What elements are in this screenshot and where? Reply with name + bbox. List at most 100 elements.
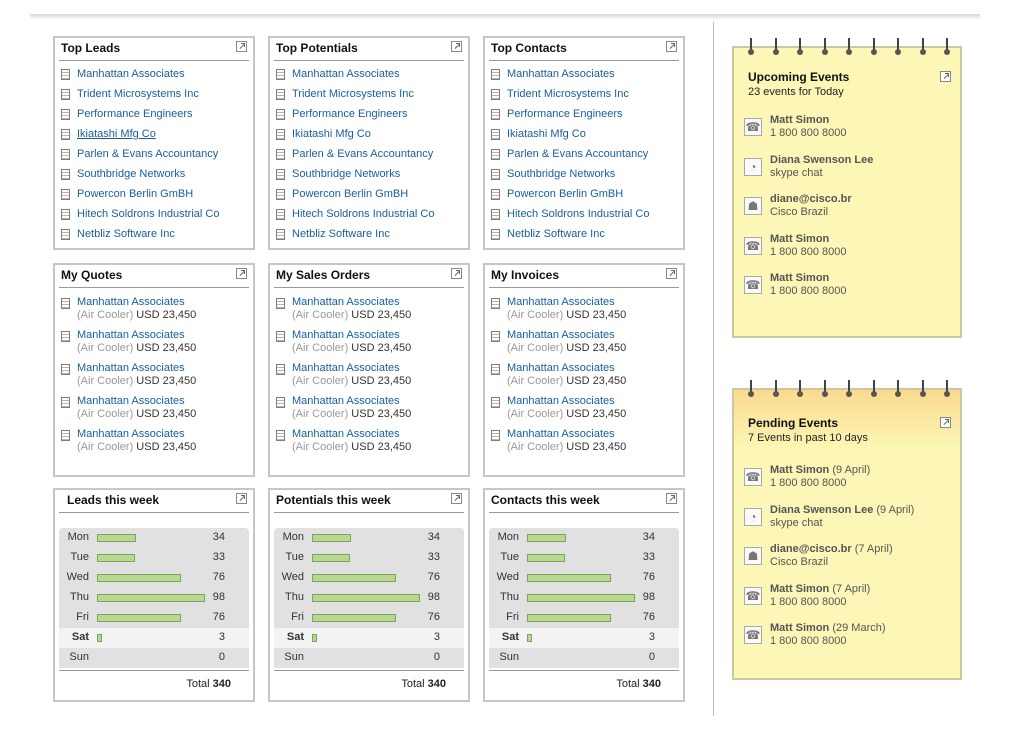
event-item[interactable]: ☎ Matt Simon (7 April) 1 800 800 8000 (744, 583, 954, 621)
record-link[interactable]: Ikiatashi Mfg Co (507, 128, 586, 140)
event-name[interactable]: Diana Swenson Lee (770, 154, 873, 166)
list-item[interactable]: Powercon Berlin GmBH (276, 186, 464, 206)
record-link[interactable]: Manhattan Associates (507, 362, 615, 374)
record-link[interactable]: Manhattan Associates (292, 362, 400, 374)
list-item[interactable]: Manhattan Associates (Air Cooler) USD 23,… (61, 361, 249, 394)
record-link[interactable]: Manhattan Associates (292, 68, 400, 80)
event-name[interactable]: Matt Simon (29 March) (770, 622, 886, 634)
list-item[interactable]: Parlen & Evans Accountancy (61, 146, 249, 166)
event-item[interactable]: ☎ Matt Simon 1 800 800 8000 (744, 233, 954, 271)
record-link[interactable]: Ikiatashi Mfg Co (77, 128, 156, 140)
record-link[interactable]: Netbliz Software Inc (507, 228, 605, 240)
list-item[interactable]: Netbliz Software Inc (61, 226, 249, 246)
record-link[interactable]: Manhattan Associates (292, 395, 400, 407)
event-item[interactable]: ◔ Diana Swenson Lee (9 April) skype chat (744, 504, 954, 542)
event-item[interactable]: ☎ Matt Simon 1 800 800 8000 (744, 272, 954, 310)
list-item[interactable]: Manhattan Associates (276, 66, 464, 86)
list-item[interactable]: Netbliz Software Inc (491, 226, 679, 246)
expand-icon[interactable] (236, 41, 247, 52)
list-item[interactable]: Trident Microsystems Inc (491, 86, 679, 106)
list-item[interactable]: Hitech Soldrons Industrial Co (491, 206, 679, 226)
record-link[interactable]: Hitech Soldrons Industrial Co (292, 208, 435, 220)
list-item[interactable]: Parlen & Evans Accountancy (491, 146, 679, 166)
record-link[interactable]: Performance Engineers (507, 108, 623, 120)
list-item[interactable]: Manhattan Associates (Air Cooler) USD 23,… (276, 427, 464, 460)
list-item[interactable]: Manhattan Associates (Air Cooler) USD 23,… (61, 394, 249, 427)
list-item[interactable]: Manhattan Associates (Air Cooler) USD 23,… (276, 394, 464, 427)
record-link[interactable]: Manhattan Associates (77, 329, 185, 341)
record-link[interactable]: Manhattan Associates (507, 428, 615, 440)
record-link[interactable]: Netbliz Software Inc (292, 228, 390, 240)
list-item[interactable]: Southbridge Networks (61, 166, 249, 186)
record-link[interactable]: Hitech Soldrons Industrial Co (507, 208, 650, 220)
list-item[interactable]: Manhattan Associates (Air Cooler) USD 23,… (276, 295, 464, 328)
list-item[interactable]: Manhattan Associates (491, 66, 679, 86)
expand-icon[interactable] (666, 493, 677, 504)
event-item[interactable]: ☗ diane@cisco.br (7 April) Cisco Brazil (744, 543, 954, 581)
record-link[interactable]: Manhattan Associates (292, 329, 400, 341)
record-link[interactable]: Southbridge Networks (292, 168, 401, 180)
list-item[interactable]: Southbridge Networks (276, 166, 464, 186)
expand-icon[interactable] (451, 268, 462, 279)
event-item[interactable]: ☎ Matt Simon 1 800 800 8000 (744, 114, 954, 152)
list-item[interactable]: Manhattan Associates (Air Cooler) USD 23,… (276, 328, 464, 361)
record-link[interactable]: Manhattan Associates (77, 68, 185, 80)
event-name[interactable]: Matt Simon (7 April) (770, 583, 870, 595)
record-link[interactable]: Ikiatashi Mfg Co (292, 128, 371, 140)
record-link[interactable]: Powercon Berlin GmBH (292, 188, 409, 200)
record-link[interactable]: Southbridge Networks (77, 168, 186, 180)
list-item[interactable]: Netbliz Software Inc (276, 226, 464, 246)
record-link[interactable]: Southbridge Networks (507, 168, 616, 180)
event-name[interactable]: Diana Swenson Lee (9 April) (770, 504, 914, 516)
list-item[interactable]: Ikiatashi Mfg Co (61, 126, 249, 146)
expand-icon[interactable] (236, 268, 247, 279)
record-link[interactable]: Parlen & Evans Accountancy (507, 148, 649, 160)
record-link[interactable]: Manhattan Associates (507, 329, 615, 341)
record-link[interactable]: Manhattan Associates (507, 296, 615, 308)
event-item[interactable]: ☎ Matt Simon (29 March) 1 800 800 8000 (744, 622, 954, 660)
record-link[interactable]: Manhattan Associates (77, 395, 185, 407)
list-item[interactable]: Performance Engineers (61, 106, 249, 126)
event-item[interactable]: ☎ Matt Simon (9 April) 1 800 800 8000 (744, 464, 954, 502)
list-item[interactable]: Powercon Berlin GmBH (61, 186, 249, 206)
expand-icon[interactable] (940, 71, 951, 82)
list-item[interactable]: Manhattan Associates (Air Cooler) USD 23,… (276, 361, 464, 394)
list-item[interactable]: Performance Engineers (491, 106, 679, 126)
list-item[interactable]: Manhattan Associates (Air Cooler) USD 23,… (61, 295, 249, 328)
record-link[interactable]: Powercon Berlin GmBH (77, 188, 194, 200)
event-item[interactable]: ☗ diane@cisco.br Cisco Brazil (744, 193, 954, 231)
record-link[interactable]: Netbliz Software Inc (77, 228, 175, 240)
event-item[interactable]: ◔ Diana Swenson Lee skype chat (744, 154, 954, 192)
record-link[interactable]: Performance Engineers (292, 108, 408, 120)
record-link[interactable]: Hitech Soldrons Industrial Co (77, 208, 220, 220)
event-name[interactable]: Matt Simon (770, 272, 829, 284)
list-item[interactable]: Parlen & Evans Accountancy (276, 146, 464, 166)
record-link[interactable]: Manhattan Associates (292, 296, 400, 308)
record-link[interactable]: Powercon Berlin GmBH (507, 188, 624, 200)
list-item[interactable]: Manhattan Associates (Air Cooler) USD 23,… (491, 361, 679, 394)
list-item[interactable]: Hitech Soldrons Industrial Co (61, 206, 249, 226)
list-item[interactable]: Manhattan Associates (Air Cooler) USD 23,… (491, 394, 679, 427)
list-item[interactable]: Manhattan Associates (Air Cooler) USD 23,… (491, 427, 679, 460)
list-item[interactable]: Manhattan Associates (Air Cooler) USD 23,… (491, 295, 679, 328)
expand-icon[interactable] (940, 417, 951, 428)
event-name[interactable]: diane@cisco.br (7 April) (770, 543, 893, 555)
list-item[interactable]: Trident Microsystems Inc (276, 86, 464, 106)
expand-icon[interactable] (236, 493, 247, 504)
record-link[interactable]: Manhattan Associates (77, 296, 185, 308)
record-link[interactable]: Manhattan Associates (292, 428, 400, 440)
event-name[interactable]: Matt Simon (9 April) (770, 464, 870, 476)
list-item[interactable]: Manhattan Associates (61, 66, 249, 86)
list-item[interactable]: Southbridge Networks (491, 166, 679, 186)
list-item[interactable]: Ikiatashi Mfg Co (276, 126, 464, 146)
list-item[interactable]: Performance Engineers (276, 106, 464, 126)
event-name[interactable]: Matt Simon (770, 114, 829, 126)
expand-icon[interactable] (451, 41, 462, 52)
record-link[interactable]: Performance Engineers (77, 108, 193, 120)
record-link[interactable]: Trident Microsystems Inc (507, 88, 629, 100)
record-link[interactable]: Parlen & Evans Accountancy (292, 148, 434, 160)
expand-icon[interactable] (451, 493, 462, 504)
list-item[interactable]: Manhattan Associates (Air Cooler) USD 23,… (61, 427, 249, 460)
list-item[interactable]: Manhattan Associates (Air Cooler) USD 23,… (491, 328, 679, 361)
record-link[interactable]: Manhattan Associates (507, 395, 615, 407)
